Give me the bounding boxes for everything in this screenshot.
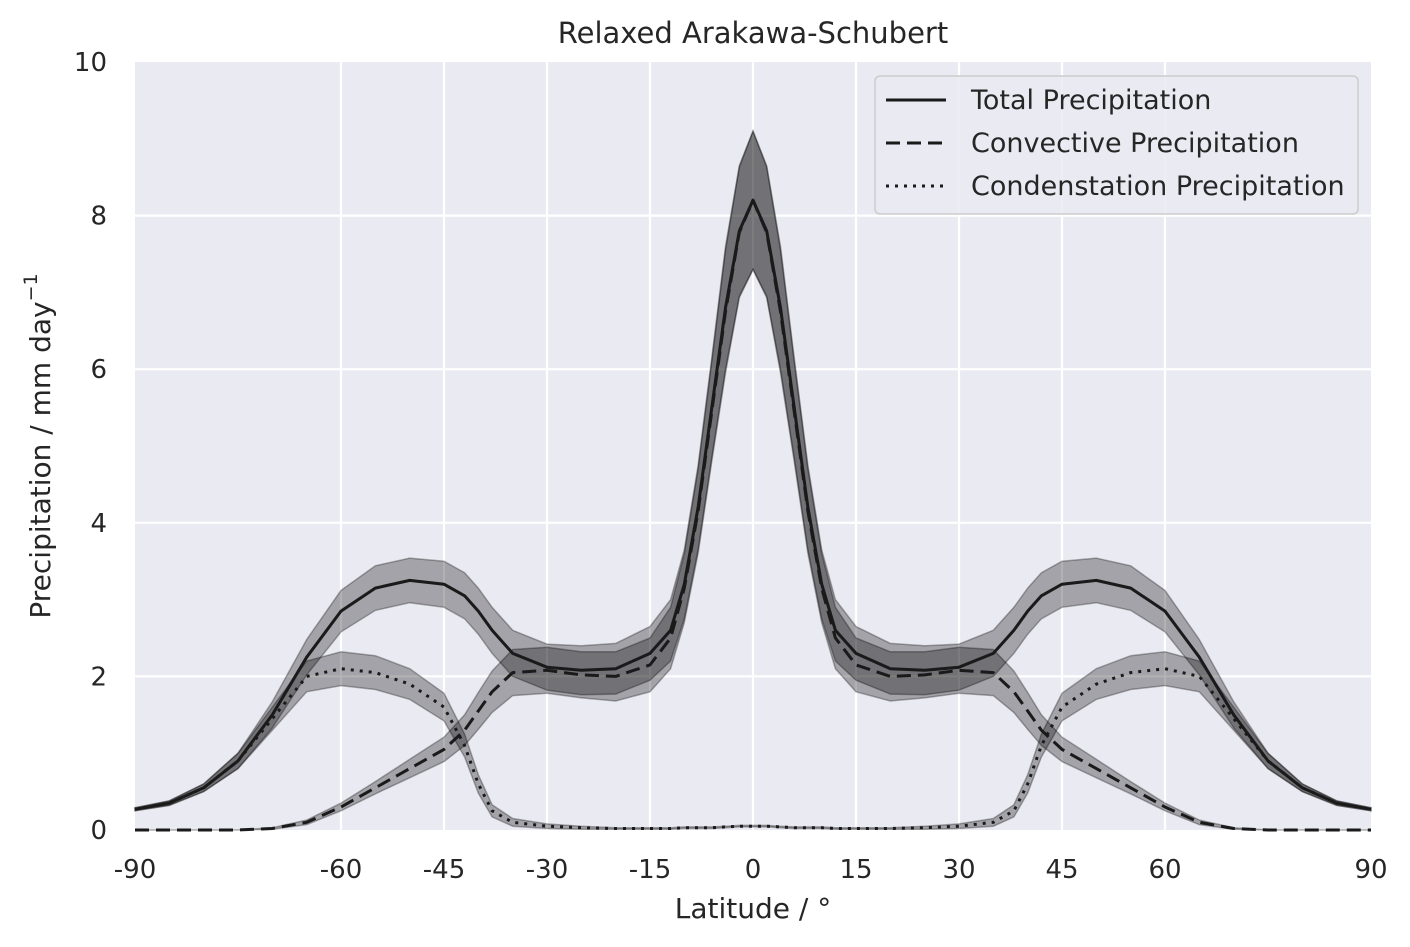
y-tick-label: 2 [90,662,107,692]
y-tick-label: 6 [90,355,107,385]
x-tick-label: 60 [1148,855,1181,885]
series-lines [134,198,1372,832]
uncertainty-bands [134,128,1372,831]
x-tick-label: 15 [839,855,872,885]
legend: Total Precipitation Convective Precipitat… [874,75,1359,215]
x-tick-label: 30 [942,855,975,885]
x-tick-labels: -90 -60 -45 -30 -15 0 15 30 45 60 90 [114,855,1388,885]
legend-label: Convective Precipitation [971,128,1299,159]
y-tick-label: 8 [90,202,107,232]
y-tick-labels: 0 2 4 6 8 10 [74,48,107,846]
legend-box [874,75,1359,215]
y-tick-label: 0 [90,816,107,846]
y-axis-label-main: Precipitation / mm day [24,301,57,618]
legend-label: Total Precipitation [970,85,1211,116]
uncertainty-band [134,129,1372,812]
legend-label: Condenstation Precipitation [971,171,1345,202]
x-tick-label: 45 [1045,855,1078,885]
uncertainty-band [134,651,1372,830]
x-tick-label: -15 [629,855,671,885]
x-tick-label: 0 [745,855,762,885]
x-axis-label: Latitude / ° [675,892,831,925]
series-line-dotted [134,667,1372,830]
y-axis-label: Precipitation / mm day−1 [20,273,57,618]
y-tick-label: 4 [90,509,107,539]
x-tick-label: -45 [423,855,465,885]
y-tick-label: 10 [74,48,107,78]
y-axis-label-exponent: −1 [20,273,42,301]
x-tick-label: -90 [114,855,156,885]
x-tick-label: -60 [320,855,362,885]
x-tick-label: 90 [1354,855,1387,885]
uncertainty-band [135,128,1371,831]
series-line-dashed [135,198,1371,832]
legend-items: Total Precipitation Convective Precipitat… [886,85,1345,202]
chart-title: Relaxed Arakawa-Schubert [558,16,948,50]
x-tick-label: -30 [526,855,568,885]
